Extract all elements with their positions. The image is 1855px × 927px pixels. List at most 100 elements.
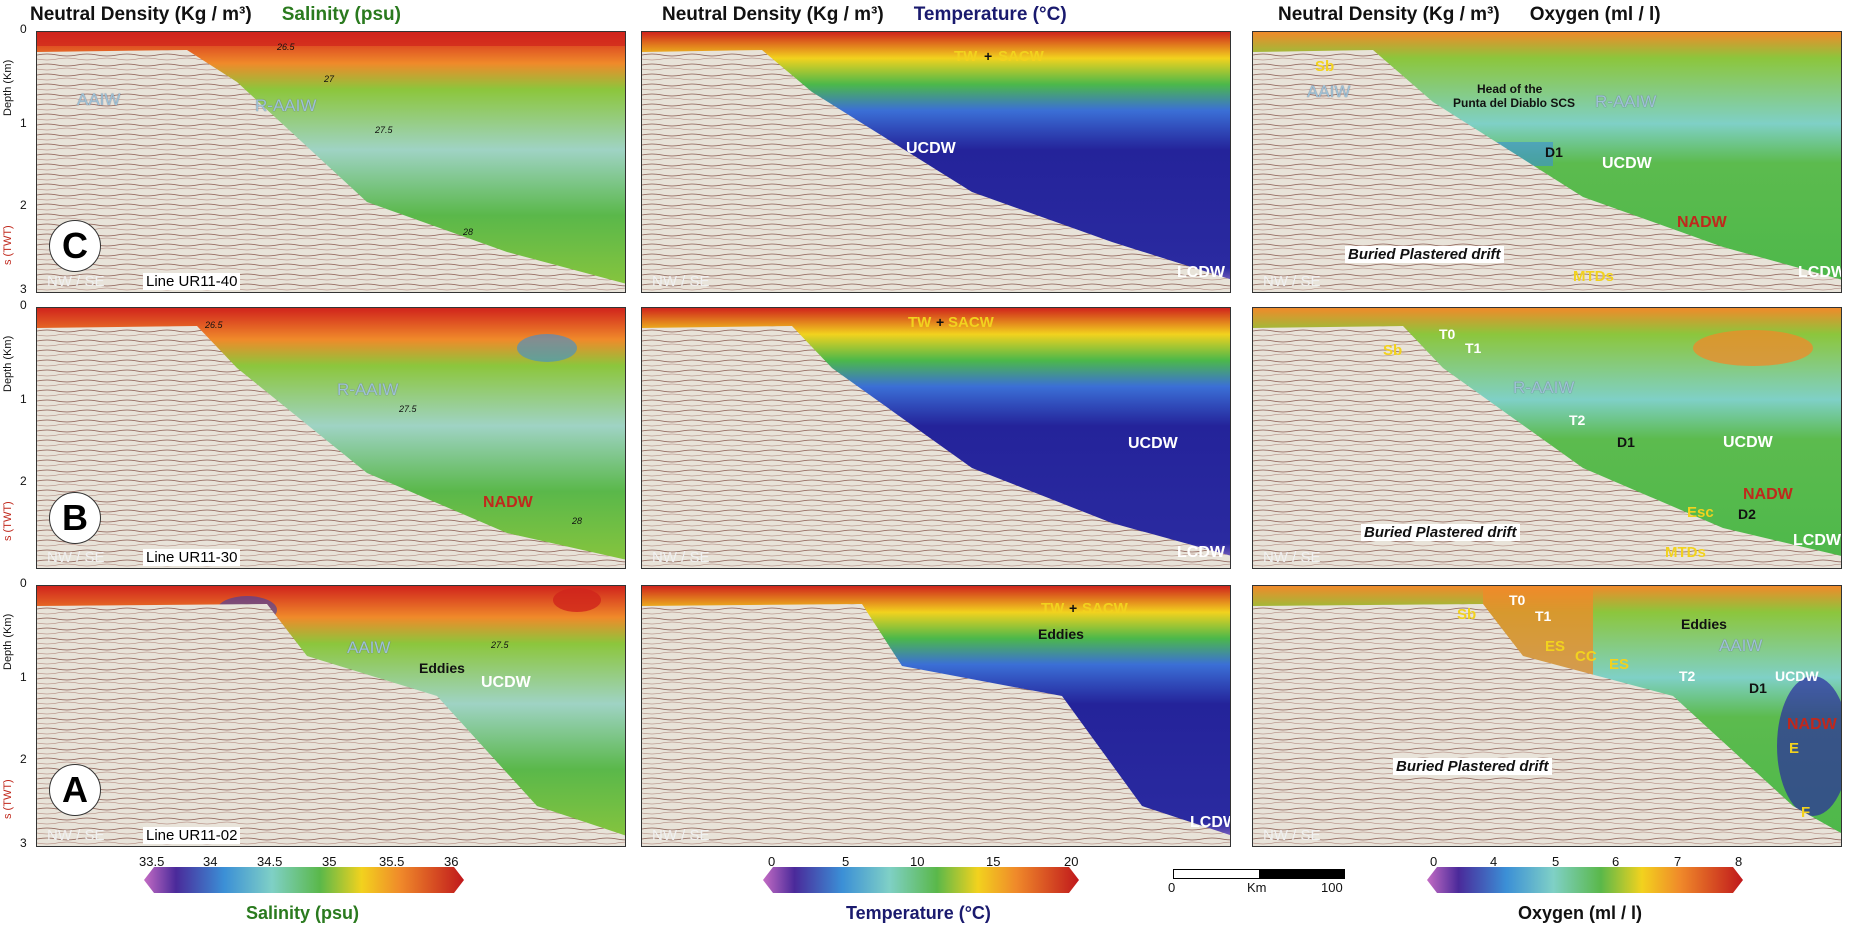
- label-r-aaiw: R-AAIW: [337, 380, 399, 399]
- label-nadw: NADW: [1743, 486, 1793, 503]
- panel-temperature-row-b: TW + SACW UCDW LCDW NW / SE: [641, 307, 1231, 569]
- label-mtds: MTDs: [1573, 268, 1614, 285]
- label-buried-plastered-drift: Buried Plastered drift: [1393, 758, 1552, 775]
- header-density-label: Neutral Density (Kg / m³): [30, 4, 252, 25]
- panel-letter: B: [49, 492, 101, 544]
- colorbar-oxygen: [1427, 867, 1743, 893]
- label-es-1: ES: [1545, 638, 1566, 655]
- label-eddies: Eddies: [1038, 626, 1084, 642]
- label-r-aaiw: R-AAIW: [1595, 92, 1657, 111]
- isopycnal-label: 27.5: [491, 640, 509, 650]
- label-d1: D1: [1545, 144, 1563, 160]
- label-plus: +: [936, 314, 945, 330]
- depth-tick: 2: [20, 198, 27, 212]
- label-ucdw: UCDW: [1775, 668, 1819, 684]
- label-aaiw: AAIW: [347, 638, 391, 657]
- line-id: Line UR11-02: [143, 827, 241, 844]
- colorbar-tick: 8: [1735, 854, 1743, 869]
- label-e: E: [1789, 740, 1800, 757]
- panel-temperature-row-c: TW + SACW UCDW LCDW NW / SE: [641, 31, 1231, 293]
- panel-temperature-row-a: TW + SACW Eddies LCDW NW / SE: [641, 585, 1231, 847]
- isopycnal-label: 27.5: [399, 404, 417, 414]
- label-tw: TW: [908, 314, 932, 331]
- orientation-label: NW / SE: [652, 273, 710, 290]
- label-tw: TW: [954, 48, 978, 65]
- label-r-aaiw: R-AAIW: [1513, 378, 1575, 397]
- label-lcdw: LCDW: [1177, 544, 1225, 561]
- isopycnal-label: 27.5: [375, 125, 393, 135]
- depth-axis-label: Depth (Km): [2, 613, 14, 670]
- panel-letter: A: [49, 764, 101, 816]
- depth-tick: 0: [20, 576, 27, 590]
- label-r-aaiw: R-AAIW: [255, 96, 317, 115]
- line-id: Line UR11-40: [143, 273, 241, 290]
- label-sacw: SACW: [948, 314, 994, 331]
- colorbar-temperature: [763, 867, 1079, 893]
- line-id: Line UR11-30: [143, 549, 241, 566]
- orientation-label: NW / SE: [1263, 827, 1321, 844]
- scale-unit: Km: [1247, 880, 1267, 895]
- depth-tick: 1: [20, 116, 27, 130]
- isopycnal-label: 28: [572, 516, 583, 526]
- label-lcdw: LCDW: [1177, 264, 1225, 281]
- label-ucdw: UCDW: [1602, 155, 1652, 172]
- scale-start: 0: [1168, 880, 1176, 895]
- depth-axis-label: Depth (Km): [2, 59, 14, 116]
- label-plus: +: [1069, 600, 1078, 616]
- orientation-label: NW / SE: [1263, 549, 1321, 566]
- label-t2: T2: [1569, 412, 1586, 428]
- orientation-label: NW / SE: [47, 827, 105, 844]
- label-nadw: NADW: [1677, 214, 1727, 231]
- header-variable-label: Salinity (psu): [281, 4, 401, 25]
- label-t1: T1: [1465, 340, 1482, 356]
- scale-bar-fill: [1259, 870, 1344, 878]
- depth-tick: 3: [20, 836, 27, 850]
- header-temperature: Neutral Density (Kg / m³) Temperature (°C…: [662, 4, 1067, 26]
- depth-tick: 0: [20, 22, 27, 36]
- twt-axis-label: s (TWT): [2, 225, 14, 265]
- label-aaiw: AAIW: [1719, 636, 1763, 655]
- label-aaiw: AAIW: [1307, 82, 1351, 101]
- twt-axis-label: s (TWT): [2, 779, 14, 819]
- label-t0: T0: [1439, 326, 1456, 342]
- label-aaiw: AAIW: [77, 90, 121, 109]
- label-nadw: NADW: [483, 494, 533, 511]
- isopycnal-label: 28: [463, 227, 474, 237]
- label-sb: Sb: [1457, 606, 1477, 623]
- isopycnal-label: 26.5: [205, 320, 223, 330]
- header-density-label: Neutral Density (Kg / m³): [1278, 4, 1500, 25]
- panel-salinity-row-c: AAIW R-AAIW 26.5 27 27.5 28 C NW / SE Li…: [36, 31, 626, 293]
- orientation-label: NW / SE: [47, 549, 105, 566]
- colorbar-title: Salinity (psu): [246, 903, 360, 923]
- colorbar-salinity: [144, 867, 464, 893]
- label-d1: D1: [1617, 434, 1635, 450]
- colorbar-tick: 20: [1064, 854, 1079, 869]
- label-lcdw: LCDW: [1190, 814, 1230, 831]
- colorbar-tick: 4: [1490, 854, 1498, 869]
- scale-end: 100: [1321, 880, 1343, 895]
- isopycnal-label: 26.5: [277, 42, 295, 52]
- label-head-of-the: Head of the: [1477, 82, 1543, 96]
- label-tw: TW: [1041, 600, 1065, 617]
- colorbar-tick: 36: [444, 854, 459, 869]
- header-density-label: Neutral Density (Kg / m³): [662, 4, 884, 25]
- panel-salinity-row-b: R-AAIW NADW 26.5 27.5 28 B NW / SE Line …: [36, 307, 626, 569]
- label-f: F: [1801, 804, 1811, 821]
- label-eddies: Eddies: [1681, 616, 1727, 632]
- y-axis-row-a: 0 1 2 3 Depth (Km) s (TWT): [0, 576, 34, 850]
- label-esc: Esc: [1687, 504, 1714, 521]
- colorbar-title: Oxygen (ml / l): [1518, 903, 1643, 923]
- label-d2: D2: [1738, 506, 1756, 522]
- panel-oxygen-row-b: Sb T0 T1 R-AAIW T2 D1 UCDW NADW Esc D2 B…: [1252, 307, 1842, 569]
- label-mtds: MTDs: [1665, 544, 1706, 561]
- colorbar-tick: 5: [1552, 854, 1560, 869]
- label-lcdw: LCDW: [1798, 264, 1842, 281]
- y-axis-row-c: 0 1 2 3 Depth (Km) s (TWT): [0, 22, 34, 296]
- orientation-label: NW / SE: [652, 827, 710, 844]
- depth-tick: 0: [20, 298, 27, 312]
- label-sacw: SACW: [1082, 600, 1128, 617]
- label-t2: T2: [1679, 668, 1696, 684]
- label-es-2: ES: [1609, 656, 1630, 673]
- orientation-label: NW / SE: [652, 549, 710, 566]
- label-ucdw: UCDW: [481, 674, 531, 691]
